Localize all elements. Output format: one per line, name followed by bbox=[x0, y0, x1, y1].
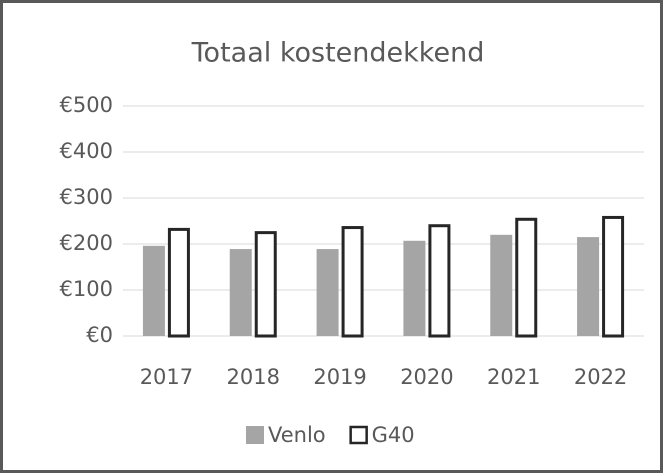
bar bbox=[490, 234, 513, 336]
bar bbox=[316, 249, 339, 336]
x-tick-label: 2018 bbox=[227, 365, 280, 389]
bar bbox=[341, 226, 364, 338]
x-tick-label: 2019 bbox=[313, 365, 366, 389]
y-tick-label: €200 bbox=[60, 231, 113, 255]
bar bbox=[229, 249, 252, 336]
x-tick-label: 2021 bbox=[487, 365, 540, 389]
bar bbox=[254, 231, 277, 338]
legend-swatch bbox=[246, 426, 264, 444]
x-tick-label: 2017 bbox=[140, 365, 193, 389]
y-tick-label: €500 bbox=[60, 93, 113, 117]
bar bbox=[167, 227, 190, 338]
legend-label: G40 bbox=[372, 423, 415, 447]
y-tick-label: €0 bbox=[86, 323, 113, 347]
x-tick-label: 2022 bbox=[574, 365, 627, 389]
bar bbox=[577, 237, 600, 336]
bar bbox=[602, 215, 625, 338]
bar bbox=[142, 245, 165, 336]
chart-title: Totaal kostendekkend bbox=[191, 38, 485, 69]
bar bbox=[403, 240, 426, 336]
y-tick-label: €300 bbox=[60, 185, 113, 209]
bar bbox=[428, 224, 451, 338]
x-tick-label: 2020 bbox=[400, 365, 453, 389]
legend-swatch bbox=[349, 425, 368, 445]
legend-label: Venlo bbox=[268, 423, 326, 447]
y-tick-label: €400 bbox=[60, 139, 113, 163]
y-tick-label: €100 bbox=[60, 277, 113, 301]
bar bbox=[515, 217, 538, 338]
